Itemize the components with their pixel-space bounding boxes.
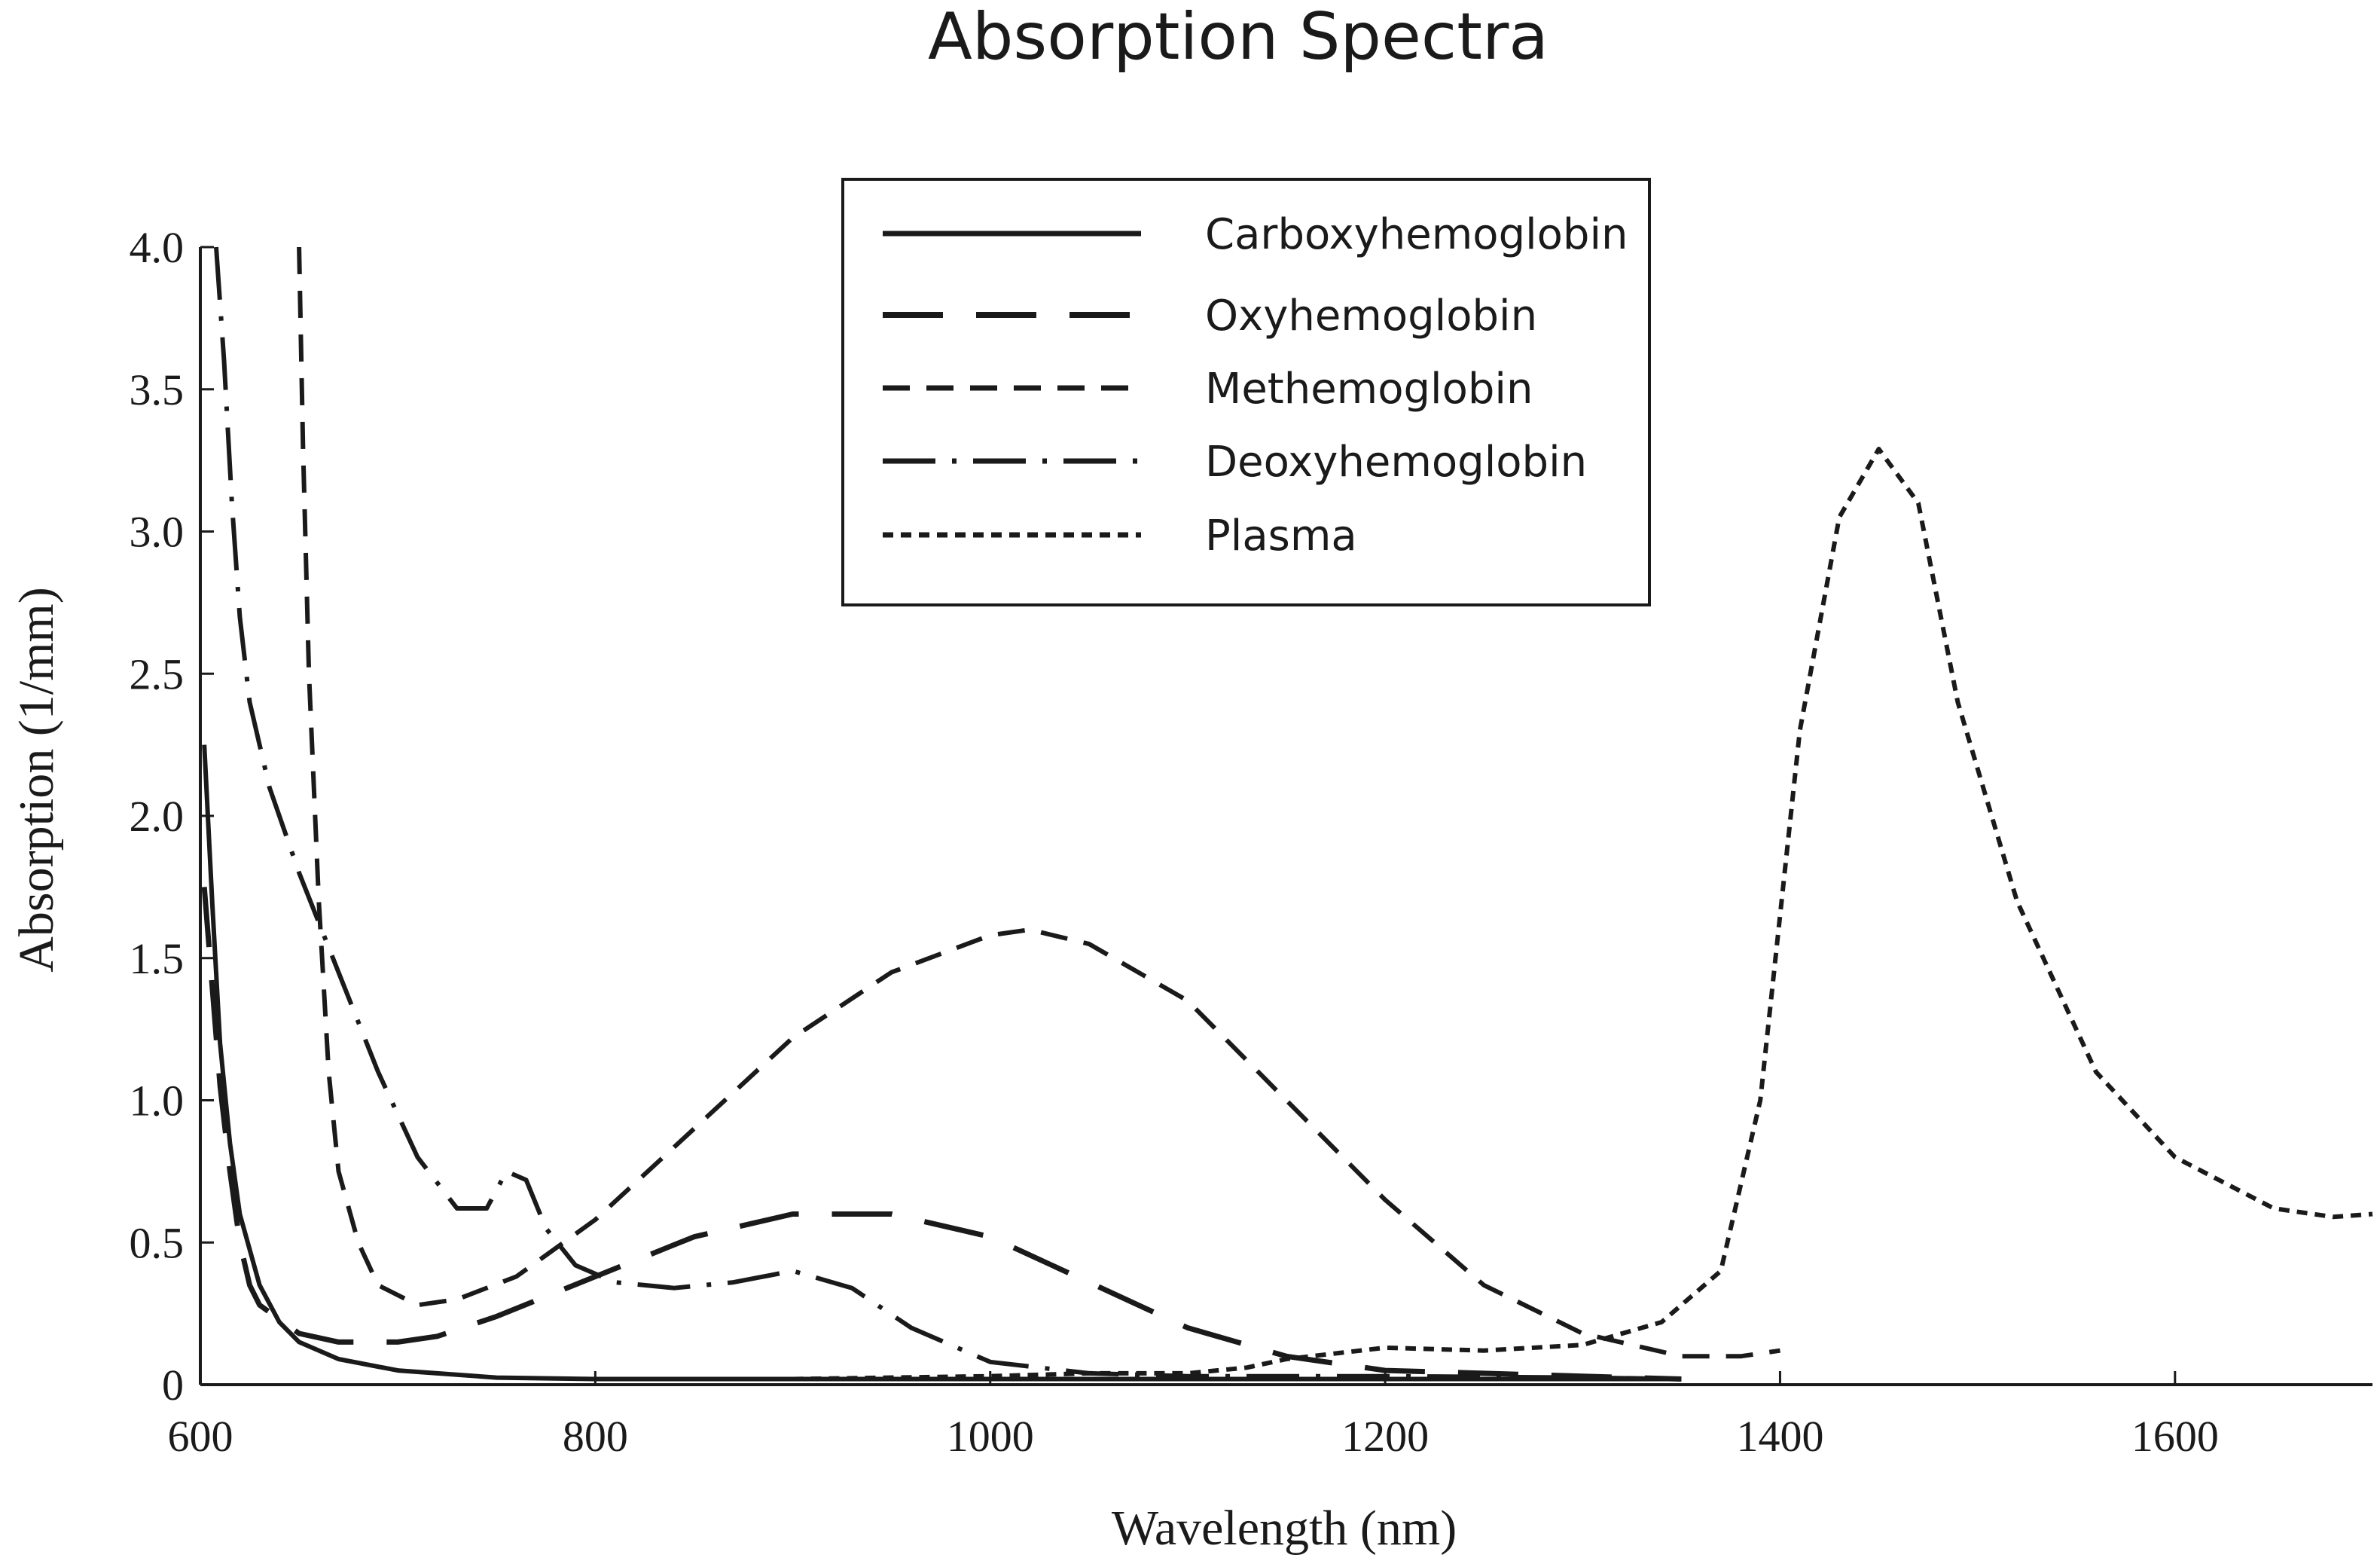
series-layer [201,246,2373,1382]
x-tick-label: 1400 [1736,1412,1823,1461]
series-line-methemoglobin [297,246,1780,1359]
x-tick-label: 1200 [1341,1412,1429,1461]
series-line-deoxyhemoglobin [214,246,1682,1382]
chart-title: Absorption Spectra [928,0,1549,75]
y-axis-label: Absorption (1/mm) [9,587,64,972]
y-tick-label: 0 [162,1361,184,1410]
x-tick-label: 1600 [2131,1412,2219,1461]
y-tick-label: 0.5 [130,1218,185,1267]
y-tick-label: 3.0 [130,508,185,557]
series-line-carboxyhemoglobin [202,744,1682,1382]
legend: Carboxyhemoglobin Oxyhemoglobin Methemoglo… [841,178,1651,606]
x-tick-label: 800 [563,1412,628,1461]
x-tick-label: 600 [168,1412,233,1461]
x-axis-label: Wavelength (nm) [1112,1501,1457,1556]
legend-label: Deoxyhemoglobin [1205,438,1587,487]
y-tick-label: 1.5 [130,934,185,983]
series-line-oxyhemoglobin [201,887,1682,1382]
y-tick-label: 3.5 [130,365,185,414]
y-tick-label: 2.0 [130,792,185,841]
legend-label: Carboxyhemoglobin [1205,210,1628,259]
y-tick-label: 1.0 [130,1077,185,1126]
legend-label: Methemoglobin [1205,365,1533,414]
legend-label: Oxyhemoglobin [1205,292,1537,341]
series-line-plasma [792,447,2373,1382]
legend-label: Plasma [1205,512,1357,561]
y-tick-label: 4.0 [130,223,185,272]
plot-axes: 600 800 1000 1200 1400 1600 0 0.5 1.0 1.5 2.0 2.5 3.… [130,223,2372,1461]
y-tick-label: 2.5 [130,649,185,698]
x-tick-label: 1000 [947,1412,1034,1461]
